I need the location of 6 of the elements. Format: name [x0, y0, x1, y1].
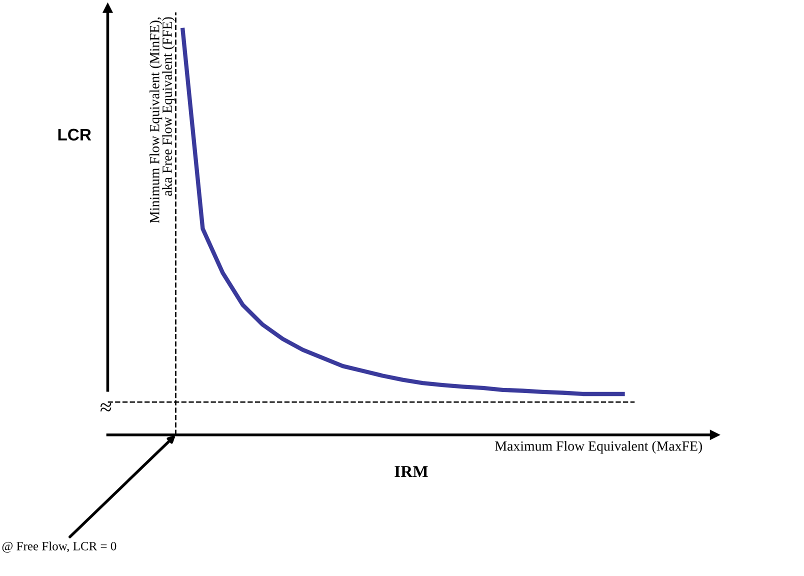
text: @ Free Flow, LCR = 0 — [2, 542, 116, 553]
x-axis-title: IRM — [394, 466, 428, 477]
text: ≈ — [100, 403, 112, 412]
text: Minimum Flow Equivalent (MinFE), aka Free Flow Equivalent (FFE) — [150, 17, 175, 223]
legend-label: Maximum Flow Equivalent (MaxFE) — [495, 440, 702, 454]
y-axis-title: LCR — [58, 128, 92, 141]
